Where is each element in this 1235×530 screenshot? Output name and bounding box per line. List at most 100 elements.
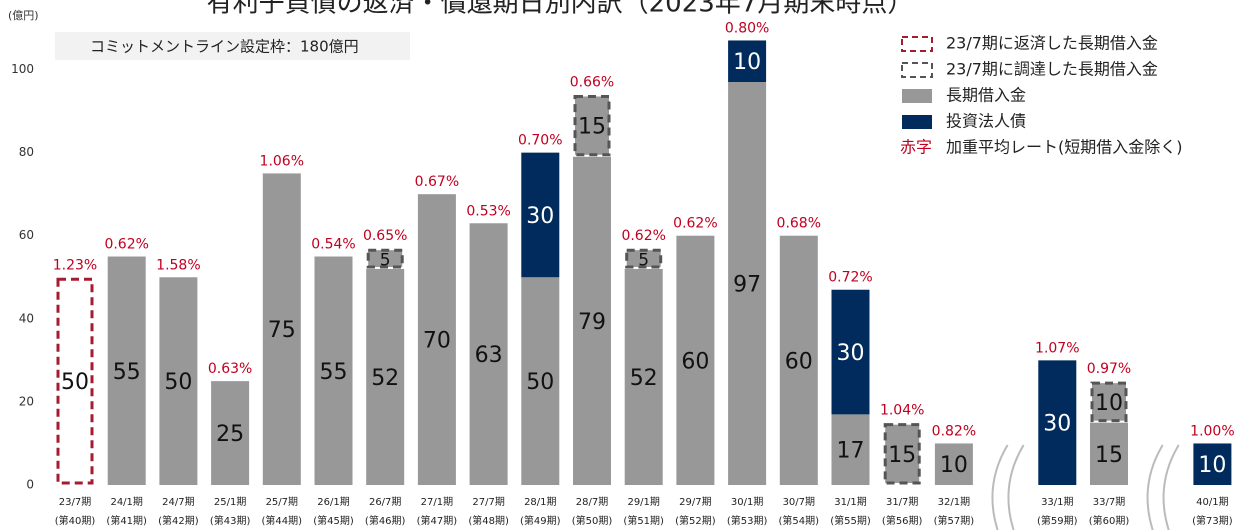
bar-segment bbox=[1038, 360, 1077, 485]
rate-label: 0.82% bbox=[932, 423, 976, 439]
rate-label: 0.63% bbox=[208, 361, 252, 377]
rate-label: 0.62% bbox=[104, 237, 148, 253]
x-tick-label: 24/1期 bbox=[110, 496, 142, 508]
annotation: コミットメントライン設定枠：180億円 bbox=[90, 38, 359, 56]
x-tick-label: 25/7期 bbox=[266, 496, 298, 508]
bar-segment bbox=[521, 277, 560, 485]
x-tick-label: 33/1期 bbox=[1041, 496, 1073, 508]
rate-label: 1.06% bbox=[260, 153, 304, 169]
x-tick-sublabel: (第56期) bbox=[882, 514, 923, 527]
bar-segment bbox=[314, 256, 353, 485]
x-tick-label: 23/7期 bbox=[59, 496, 91, 508]
x-tick-sublabel: (第41期) bbox=[106, 514, 147, 527]
x-tick-sublabel: (第42期) bbox=[158, 514, 199, 527]
x-tick-label: 26/7期 bbox=[369, 496, 401, 508]
bar-segment bbox=[728, 82, 767, 485]
x-tick-label: 40/1期 bbox=[1196, 496, 1228, 508]
bar-segment bbox=[624, 268, 663, 485]
bar-segment bbox=[831, 414, 870, 485]
x-tick-sublabel: (第53期) bbox=[727, 514, 768, 527]
value-label: 52 bbox=[630, 366, 658, 391]
x-tick-label: 28/1期 bbox=[524, 496, 556, 508]
x-tick-sublabel: (第49期) bbox=[520, 514, 561, 527]
annotation-box bbox=[55, 32, 410, 60]
x-tick-label: 32/1期 bbox=[938, 496, 970, 508]
y-tick-label: 0 bbox=[26, 478, 34, 492]
bar-segment bbox=[211, 381, 250, 485]
legend-swatch bbox=[901, 36, 933, 52]
bar-segment bbox=[1193, 443, 1232, 485]
x-tick-label: 30/7期 bbox=[783, 496, 815, 508]
bar-segment bbox=[469, 223, 508, 485]
value-label: 55 bbox=[113, 360, 141, 385]
x-tick-sublabel: (第55期) bbox=[830, 514, 871, 527]
value-label: 10 bbox=[940, 453, 968, 478]
value-label: 70 bbox=[423, 329, 451, 354]
rate-label: 1.04% bbox=[880, 403, 924, 419]
rate-label: 0.72% bbox=[828, 270, 872, 286]
bar-segment bbox=[625, 248, 663, 269]
legend-label: 23/7期に返済した長期借入金 bbox=[946, 34, 1158, 53]
x-tick-label: 31/1期 bbox=[834, 496, 866, 508]
value-label: 55 bbox=[320, 360, 348, 385]
x-tick-label: 31/7期 bbox=[886, 496, 918, 508]
x-tick-label: 30/1期 bbox=[731, 496, 763, 508]
value-label: 50 bbox=[164, 370, 192, 395]
axis-break bbox=[991, 444, 1009, 530]
x-tick-label: 27/1期 bbox=[421, 496, 453, 508]
bar-segment bbox=[831, 289, 870, 415]
x-tick-sublabel: (第73期) bbox=[1192, 514, 1233, 527]
x-tick-label: 26/1期 bbox=[317, 496, 349, 508]
y-unit: (億円) bbox=[8, 9, 39, 22]
legend-label: 投資法人債 bbox=[946, 112, 1026, 131]
bar-segment bbox=[159, 277, 198, 485]
x-tick-sublabel: (第50期) bbox=[572, 514, 613, 527]
rate-label: 1.58% bbox=[156, 257, 200, 273]
bar-segment bbox=[521, 152, 560, 278]
value-label: 15 bbox=[1095, 443, 1123, 468]
bar-segment bbox=[417, 194, 456, 485]
value-label: 17 bbox=[837, 439, 865, 464]
bar-segment bbox=[573, 156, 611, 486]
rate-label: 0.65% bbox=[363, 228, 407, 244]
rate-label: 0.54% bbox=[311, 237, 355, 253]
x-tick-sublabel: (第47期) bbox=[417, 514, 458, 527]
legend-label: 23/7期に調達した長期借入金 bbox=[946, 60, 1158, 79]
value-label: 52 bbox=[371, 366, 399, 391]
legend-swatch bbox=[902, 115, 932, 129]
x-tick-label: 33/7期 bbox=[1093, 496, 1125, 508]
rate-label: 0.66% bbox=[570, 74, 614, 90]
axis-break bbox=[1007, 444, 1025, 530]
value-label: 60 bbox=[785, 349, 813, 374]
value-label: 10 bbox=[1198, 453, 1226, 478]
x-tick-sublabel: (第44期) bbox=[262, 514, 303, 527]
x-tick-sublabel: (第40期) bbox=[55, 514, 96, 527]
bar-segment bbox=[573, 94, 611, 157]
y-tick-label: 20 bbox=[19, 394, 34, 408]
x-tick-sublabel: (第51期) bbox=[623, 514, 664, 527]
legend-label: 長期借入金 bbox=[946, 86, 1026, 105]
bar-segment bbox=[262, 173, 301, 485]
legend-swatch bbox=[901, 62, 933, 78]
bar-segment bbox=[676, 235, 715, 485]
value-label: 30 bbox=[526, 204, 554, 229]
x-tick-sublabel: (第60期) bbox=[1089, 514, 1130, 527]
value-label: 15 bbox=[578, 115, 606, 140]
x-tick-sublabel: (第48期) bbox=[468, 514, 509, 527]
axis-break bbox=[1162, 444, 1180, 530]
value-label: 63 bbox=[475, 343, 503, 368]
y-tick-label: 40 bbox=[19, 311, 34, 325]
value-label: 50 bbox=[526, 370, 554, 395]
y-tick-label: 80 bbox=[19, 145, 34, 159]
x-tick-sublabel: (第54期) bbox=[779, 514, 820, 527]
bar-segment bbox=[56, 277, 94, 485]
rate-label: 1.23% bbox=[53, 257, 97, 273]
bar-segment bbox=[883, 423, 921, 485]
value-label: 5 bbox=[638, 251, 649, 271]
rate-label: 0.80% bbox=[725, 20, 769, 36]
rate-label: 0.70% bbox=[518, 133, 562, 149]
x-tick-sublabel: (第45期) bbox=[313, 514, 354, 527]
rate-label: 0.53% bbox=[466, 203, 510, 219]
legend-rate-key: 赤字 bbox=[900, 138, 932, 157]
